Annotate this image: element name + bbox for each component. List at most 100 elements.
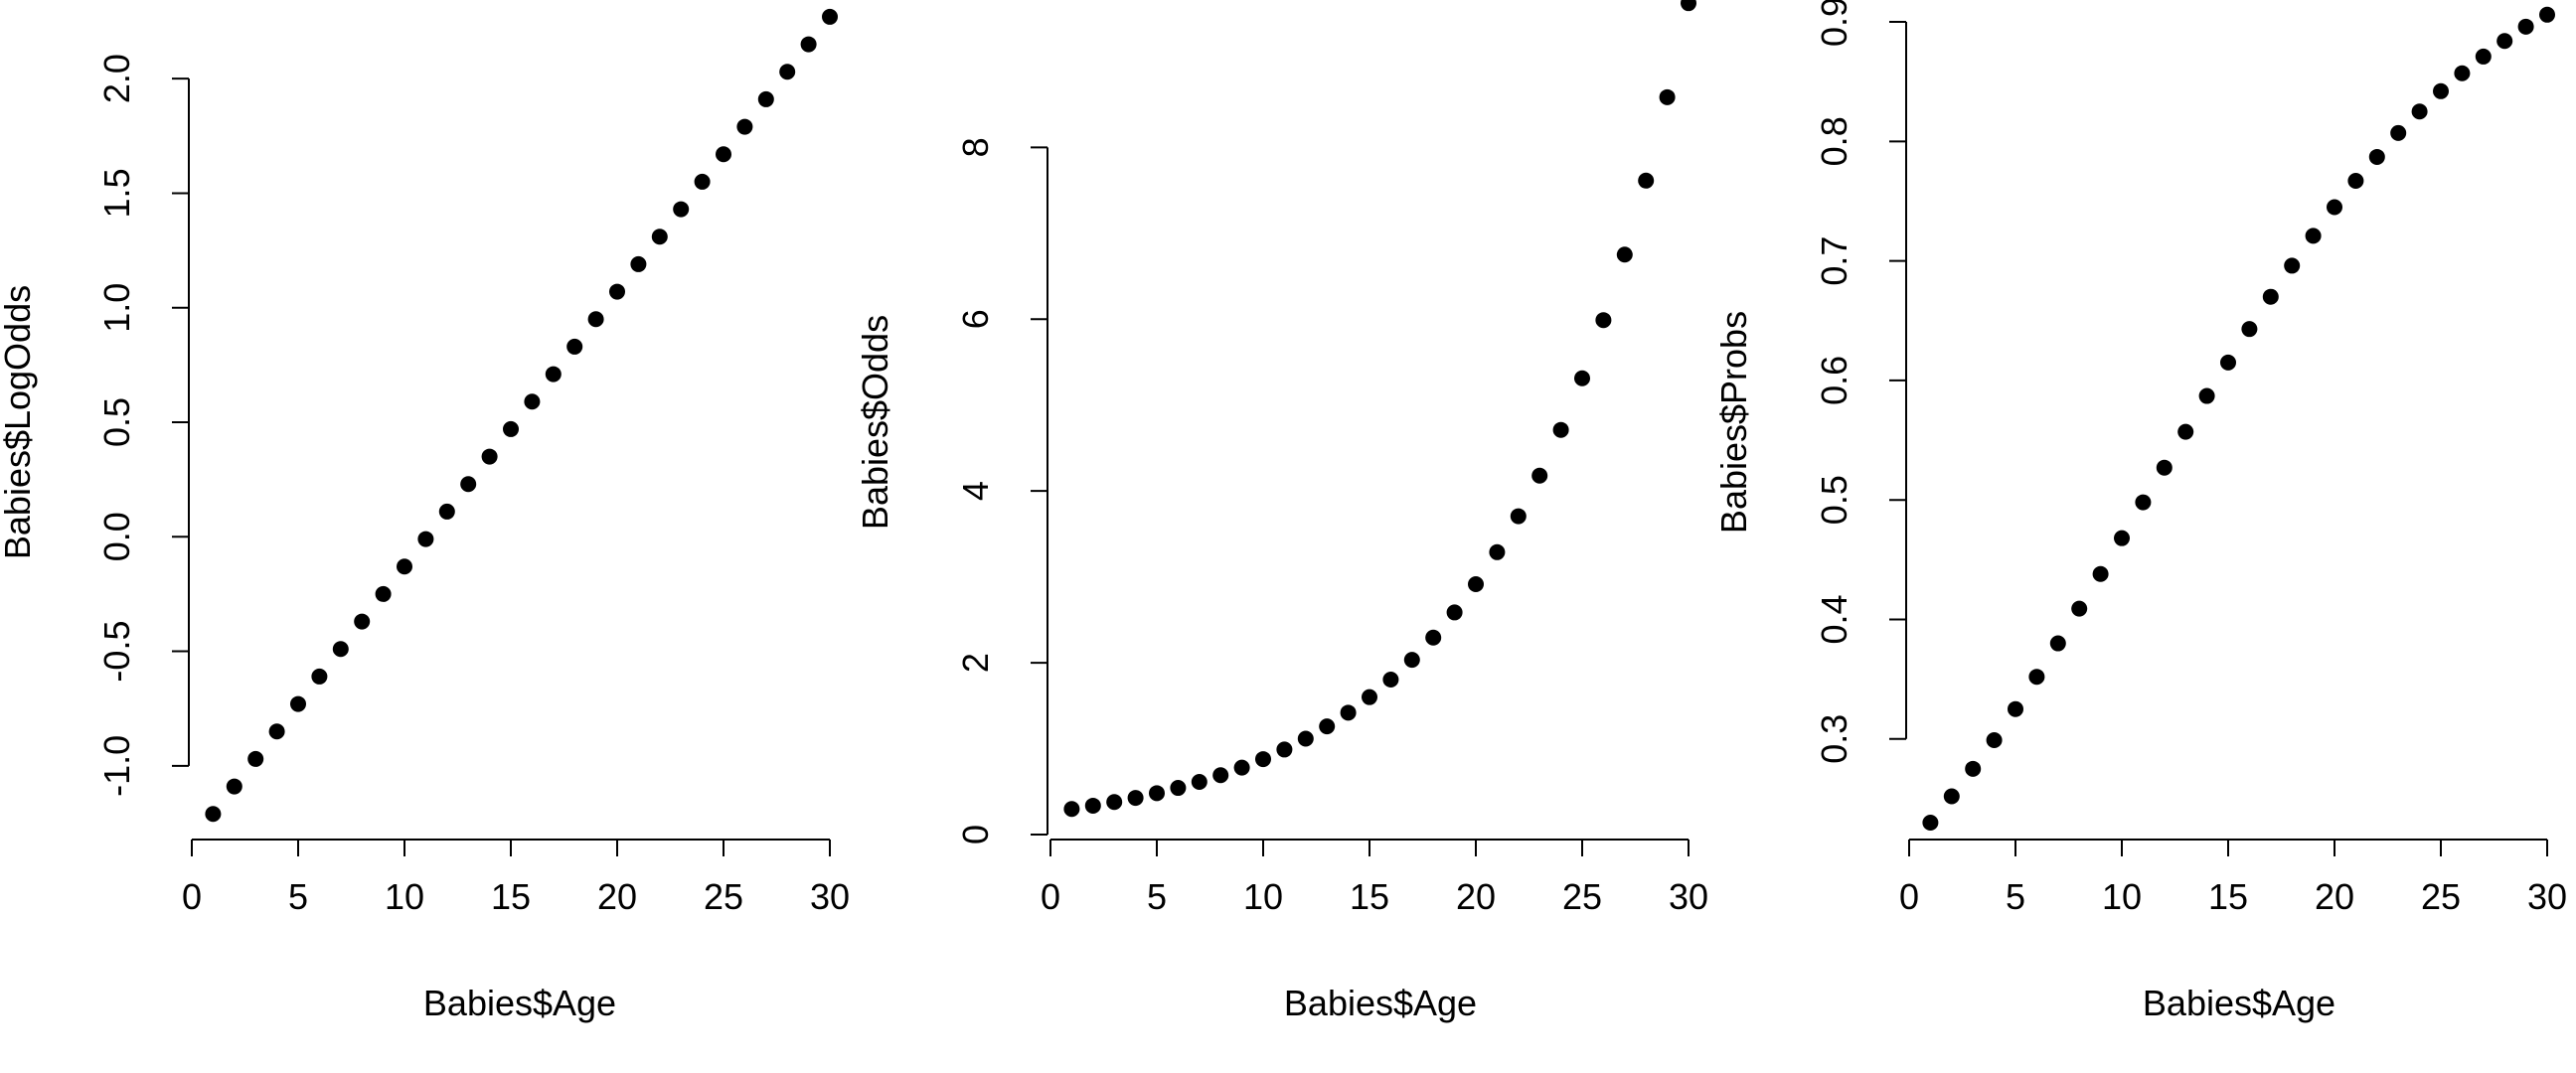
data-point <box>397 558 412 575</box>
data-point <box>460 476 477 493</box>
x-tick-label: 0 <box>182 876 202 917</box>
y-tick-label: 6 <box>955 309 996 329</box>
y-axis-title: Babies$Probs <box>1713 311 1754 534</box>
x-tick-label: 10 <box>1243 876 1283 917</box>
data-point <box>651 229 668 245</box>
data-point <box>2008 700 2023 717</box>
data-point <box>2156 459 2173 476</box>
data-point <box>822 8 838 25</box>
data-point <box>1986 731 2003 748</box>
data-point <box>2092 565 2109 582</box>
data-point <box>587 311 604 328</box>
data-point <box>1319 718 1336 735</box>
y-tick-label: 0.9 <box>1814 0 1854 47</box>
y-tick-label: 0.5 <box>96 397 137 447</box>
data-point <box>1531 467 1548 484</box>
data-point <box>757 90 774 107</box>
data-point <box>311 668 328 685</box>
data-point <box>1191 774 1208 791</box>
y-tick-label: 2 <box>955 653 996 673</box>
data-point <box>1276 741 1293 758</box>
x-tick-label: 10 <box>2102 876 2142 917</box>
data-point <box>2114 530 2130 546</box>
data-point <box>2496 33 2513 50</box>
y-tick-label: 0.4 <box>1814 594 1854 644</box>
logodds-scatter-panel: 0 5 10 15 20 25 30 -1.0 -0.5 0.0 0.5 1.0 1.5 2.0 Babie… <box>0 8 850 1023</box>
x-axis-title: Babies$Age <box>423 983 616 1023</box>
data-point <box>1127 790 1144 807</box>
data-point <box>2454 65 2471 81</box>
data-point <box>2135 494 2152 511</box>
data-point <box>2517 18 2534 35</box>
data-point <box>2049 635 2066 652</box>
data-point <box>2241 321 2258 338</box>
data-point <box>566 338 583 355</box>
data-point <box>290 695 306 712</box>
y-tick-label: 0.0 <box>96 512 137 561</box>
y-tick-label: 0.3 <box>1814 714 1854 764</box>
data-point <box>1063 801 1080 818</box>
data-point <box>1943 788 1960 805</box>
y-tick-label: 4 <box>955 481 996 501</box>
y-tick-label: 0.5 <box>1814 475 1854 525</box>
data-point <box>800 36 817 53</box>
odds-scatter-panel: 0 5 10 15 20 25 30 0 2 4 6 8 Babies$Age Babies$Odds <box>855 0 1708 1023</box>
data-point <box>354 613 371 630</box>
data-point <box>332 641 349 658</box>
data-point <box>1574 370 1590 386</box>
y-tick-label: 0.7 <box>1814 236 1854 286</box>
x-tick-label: 0 <box>1899 876 1919 917</box>
data-point <box>1340 704 1357 721</box>
x-tick-label: 15 <box>491 876 531 917</box>
x-tick-label: 30 <box>1669 876 1708 917</box>
x-axis-title: Babies$Age <box>1284 983 1477 1023</box>
data-point <box>1638 172 1655 189</box>
data-point <box>1659 88 1676 105</box>
data-point <box>1922 814 1939 831</box>
data-point <box>2305 228 2322 244</box>
x-tick-label: 0 <box>1041 876 1060 917</box>
data-point <box>2539 6 2555 23</box>
data-point <box>438 503 455 520</box>
data-point <box>1510 508 1527 525</box>
y-axis-title: Babies$LogOdds <box>0 285 38 559</box>
x-tick-label: 15 <box>1350 876 1389 917</box>
y-tick-label: 0 <box>955 825 996 844</box>
data-point <box>2071 600 2088 617</box>
data-point <box>736 118 753 135</box>
y-tick-label: 0.6 <box>1814 356 1854 405</box>
data-point <box>2390 124 2407 141</box>
data-point <box>2327 199 2342 216</box>
data-point <box>1468 575 1484 592</box>
data-point <box>205 806 222 823</box>
data-point <box>1595 312 1612 329</box>
x-tick-label: 25 <box>2421 876 2461 917</box>
data-point <box>503 420 519 437</box>
x-tick-label: 25 <box>1562 876 1602 917</box>
data-point <box>2475 48 2492 65</box>
data-point <box>2220 354 2236 371</box>
data-point <box>226 778 242 795</box>
data-point <box>2028 669 2045 686</box>
data-point <box>1382 672 1399 689</box>
probs-scatter-panel: 0 5 10 15 20 25 30 0.3 0.4 0.5 0.6 0.7 0.8 0.9 Babies$… <box>1713 0 2567 1023</box>
data-point <box>2347 173 2364 190</box>
data-point <box>630 255 647 272</box>
x-tick-label: 20 <box>1456 876 1496 917</box>
data-point <box>2433 82 2449 99</box>
data-point <box>2368 148 2385 165</box>
x-tick-label: 30 <box>810 876 850 917</box>
y-axis-title: Babies$Odds <box>855 315 895 530</box>
x-tick-label: 5 <box>2006 876 2025 917</box>
data-point <box>1149 785 1165 802</box>
y-tick-label: 2.0 <box>96 54 137 103</box>
data-point <box>1255 751 1271 768</box>
y-tick-label: -0.5 <box>96 621 137 683</box>
data-point <box>1170 780 1187 797</box>
data-point <box>716 146 731 163</box>
data-point <box>1084 797 1101 814</box>
data-point <box>1403 652 1420 669</box>
data-point <box>1552 421 1569 438</box>
data-point <box>268 723 285 740</box>
